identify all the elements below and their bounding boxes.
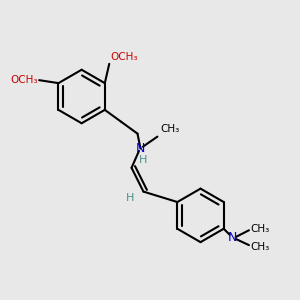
Text: H: H xyxy=(126,193,134,203)
Text: CH₃: CH₃ xyxy=(250,224,270,234)
Text: N: N xyxy=(228,231,237,244)
Text: OCH₃: OCH₃ xyxy=(10,75,38,85)
Text: CH₃: CH₃ xyxy=(250,242,270,252)
Text: H: H xyxy=(139,155,147,165)
Text: CH₃: CH₃ xyxy=(160,124,180,134)
Text: N: N xyxy=(136,142,145,155)
Text: OCH₃: OCH₃ xyxy=(111,52,138,62)
